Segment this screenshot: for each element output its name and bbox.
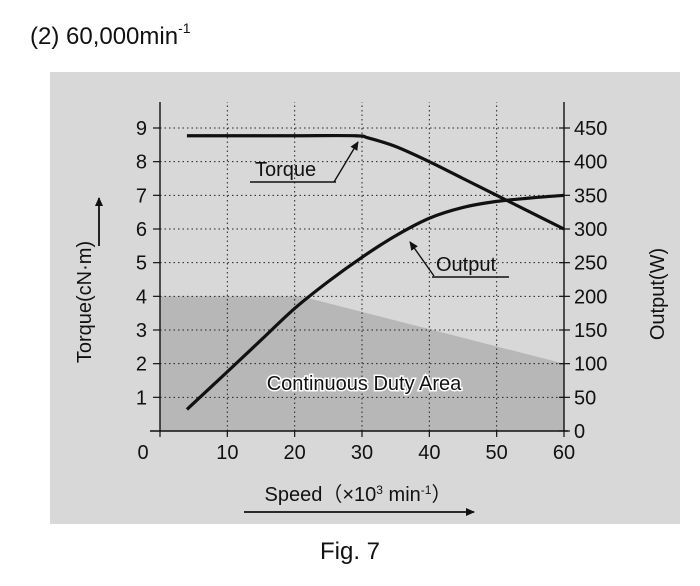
continuous-duty-label: Continuous Duty Area xyxy=(267,373,462,395)
right-tick-label: 50 xyxy=(574,387,596,409)
output-series-line xyxy=(185,193,565,411)
torque-callout-arrow xyxy=(333,141,359,183)
heading-text: (2) 60,000min xyxy=(30,23,179,50)
x-tick-label: 60 xyxy=(553,442,575,464)
x-tick-label: 10 xyxy=(216,442,238,464)
right-tick-label: 350 xyxy=(574,185,607,207)
x-title-unit: min xyxy=(383,484,421,506)
x-tick-label: 50 xyxy=(486,442,508,464)
heading-superscript: -1 xyxy=(178,20,191,36)
figure-caption: Fig. 7 xyxy=(319,538,381,565)
right-tick-label: 100 xyxy=(574,354,607,376)
x-tick-label: 40 xyxy=(418,442,440,464)
chart-panel xyxy=(50,72,680,524)
figure-heading: (2) 60,000min-1 xyxy=(30,20,191,51)
x-title-end: ） xyxy=(431,483,451,506)
x-axis-ticks: 0 10 20 30 40 50 60 xyxy=(137,431,575,464)
x-tick-label: 20 xyxy=(284,442,306,464)
right-tick-label: 150 xyxy=(574,320,607,342)
right-tick-label: 400 xyxy=(574,152,607,174)
x-title-exp2: -1 xyxy=(421,483,432,497)
torque-annotation: Torque xyxy=(255,159,316,181)
left-tick-label: 2 xyxy=(136,354,147,376)
left-tick-label: 6 xyxy=(136,219,147,241)
output-annotation: Output xyxy=(436,254,496,276)
right-tick-label: 450 xyxy=(574,118,607,140)
right-tick-label: 300 xyxy=(574,219,607,241)
left-axis-title: Torque(cN·m) xyxy=(74,241,96,363)
right-tick-label: 200 xyxy=(574,286,607,308)
x-axis-title: Speed（×103 min-1） xyxy=(265,483,452,506)
gridlines xyxy=(160,102,564,431)
left-tick-label: 4 xyxy=(136,286,147,308)
output-callout-arrow xyxy=(409,241,435,277)
left-tick-label: 7 xyxy=(136,185,147,207)
x-tick-label: 0 xyxy=(137,442,148,464)
left-tick-label: 8 xyxy=(136,152,147,174)
left-tick-label: 5 xyxy=(136,253,147,275)
left-tick-label: 1 xyxy=(136,387,147,409)
left-tick-label: 3 xyxy=(136,320,147,342)
left-axis-ticks: 1 2 3 4 5 6 7 8 9 xyxy=(136,118,160,409)
right-axis-ticks: 0 50 100 150 200 250 300 350 400 450 xyxy=(559,118,607,443)
right-axis-title: Output(W) xyxy=(647,248,669,340)
right-tick-label: 0 xyxy=(574,421,585,443)
x-tick-label: 30 xyxy=(351,442,373,464)
left-tick-label: 9 xyxy=(136,118,147,140)
x-title-exp: 3 xyxy=(376,483,383,497)
right-tick-label: 250 xyxy=(574,253,607,275)
axes xyxy=(150,102,568,432)
x-title-main: Speed（×10 xyxy=(265,483,377,506)
